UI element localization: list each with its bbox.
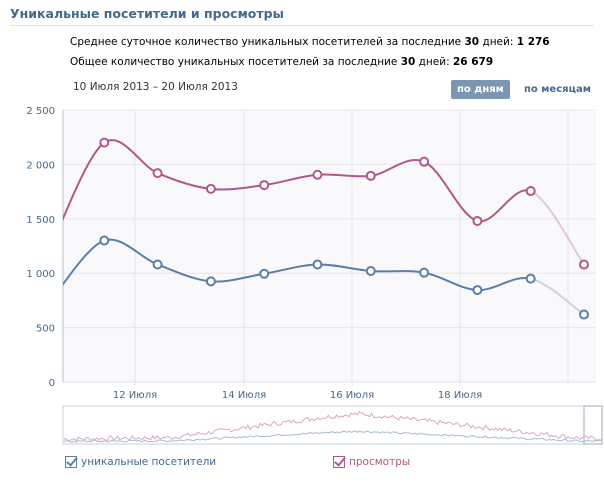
series-line (63, 139, 532, 223)
avg-daily-visitors: Среднее суточное количество уникальных п… (70, 36, 550, 48)
x-tick-label: 12 Июля (113, 390, 157, 401)
overview-selection-handle[interactable] (583, 405, 603, 445)
data-point[interactable] (99, 235, 110, 246)
data-point[interactable] (472, 285, 483, 296)
legend-visitors-label: уникальные посетители (81, 456, 217, 468)
legend-views-label: просмотры (349, 456, 411, 468)
y-tick-label: 1 500 (26, 215, 55, 226)
data-point[interactable] (152, 168, 163, 179)
y-tick-label: 0 (49, 378, 55, 389)
data-point[interactable] (259, 180, 270, 191)
data-point[interactable] (152, 259, 163, 270)
data-point[interactable] (419, 267, 430, 278)
data-point[interactable] (312, 169, 323, 180)
total-visitors: Общее количество уникальных посетителей … (70, 56, 493, 68)
legend-views-toggle[interactable]: просмотры (333, 456, 410, 468)
total-days-label: дней: (418, 56, 450, 68)
by-day-button[interactable]: по дням (451, 80, 510, 99)
total-label: Общее количество уникальных посетителей … (70, 56, 398, 68)
x-tick-label: 14 Июля (222, 390, 266, 401)
x-tick-label: 16 Июля (330, 390, 374, 401)
data-point[interactable] (205, 183, 216, 194)
section-title: Уникальные посетители и просмотры (10, 6, 284, 21)
avg-value: 1 276 (516, 36, 550, 48)
y-tick-label: 1 000 (26, 269, 55, 280)
avg-label: Среднее суточное количество уникальных п… (70, 36, 462, 48)
series-line (63, 238, 531, 292)
data-point[interactable] (525, 186, 536, 197)
overview-line (63, 430, 602, 443)
data-point[interactable] (419, 156, 430, 167)
y-tick-label: 500 (36, 324, 55, 335)
total-value: 26 679 (452, 56, 494, 68)
plot-area (63, 110, 596, 382)
data-point[interactable] (365, 170, 376, 181)
avg-days-label: дней: (482, 36, 514, 48)
x-tick-label: 18 Июля (438, 390, 482, 401)
checkbox-visitors[interactable] (65, 456, 77, 468)
y-tick-label: 2 000 (26, 160, 55, 171)
y-tick-label: 2 500 (26, 106, 55, 117)
by-month-button[interactable]: по месяцам (524, 84, 591, 95)
data-point[interactable] (579, 259, 589, 270)
data-point[interactable] (472, 215, 483, 226)
overview-line (63, 411, 602, 442)
data-point[interactable] (579, 309, 589, 320)
checkbox-views[interactable] (333, 456, 345, 468)
series-line-partial (530, 190, 585, 266)
data-point[interactable] (525, 273, 536, 284)
data-point[interactable] (259, 268, 270, 279)
data-point[interactable] (312, 259, 323, 270)
title-divider (10, 25, 594, 26)
data-point[interactable] (99, 137, 110, 148)
data-point[interactable] (365, 266, 376, 277)
legend-visitors-toggle[interactable]: уникальные посетители (65, 456, 216, 468)
data-point[interactable] (205, 276, 216, 287)
date-range: 10 Июля 2013 – 20 Июля 2013 (73, 81, 238, 93)
total-days: 30 (400, 56, 416, 68)
avg-days: 30 (464, 36, 480, 48)
